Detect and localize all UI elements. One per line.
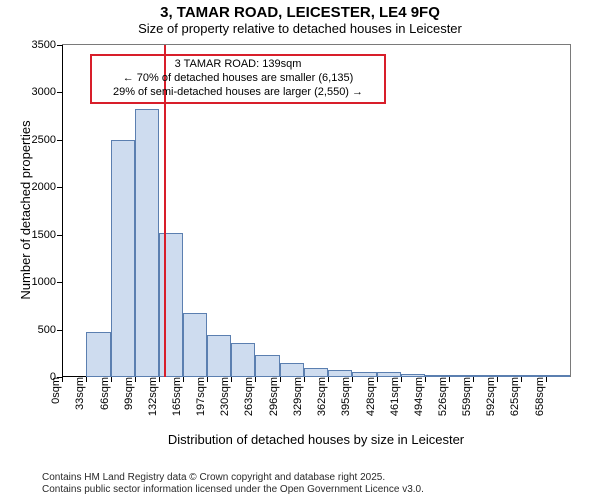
x-tick-label: 362sqm (316, 377, 328, 416)
x-tick-mark (401, 377, 402, 382)
x-tick-mark (352, 377, 353, 382)
histogram-bar (304, 368, 328, 377)
x-tick-mark (231, 377, 232, 382)
page-title: 3, TAMAR ROAD, LEICESTER, LE4 9FQ (0, 0, 600, 21)
y-tick-mark (57, 187, 62, 188)
y-axis-title: Number of detached properties (18, 120, 33, 299)
x-tick-label: 559sqm (461, 377, 473, 416)
footer-line-1: Contains HM Land Registry data © Crown c… (42, 472, 424, 484)
x-tick-label: 197sqm (195, 377, 207, 416)
x-tick-label: 395sqm (340, 377, 352, 416)
histogram-bar (231, 343, 255, 377)
x-tick-mark (255, 377, 256, 382)
x-tick-label: 658sqm (534, 377, 546, 416)
x-tick-label: 0sqm (50, 377, 62, 404)
histogram-bar (546, 375, 570, 377)
histogram-bar (207, 335, 231, 377)
x-tick-mark (497, 377, 498, 382)
x-tick-mark (473, 377, 474, 382)
chart-root: 3, TAMAR ROAD, LEICESTER, LE4 9FQ Size o… (0, 0, 600, 500)
annotation-box: 3 TAMAR ROAD: 139sqm ← 70% of detached h… (90, 54, 386, 104)
x-tick-label: 494sqm (413, 377, 425, 416)
histogram-bar (159, 233, 183, 377)
annotation-line-3: 29% of semi-detached houses are larger (… (98, 86, 378, 100)
page-subtitle: Size of property relative to detached ho… (0, 21, 600, 36)
x-tick-label: 428sqm (365, 377, 377, 416)
footer: Contains HM Land Registry data © Crown c… (42, 472, 424, 496)
histogram-bar (183, 313, 207, 378)
x-tick-label: 592sqm (485, 377, 497, 416)
x-tick-label: 296sqm (268, 377, 280, 416)
x-tick-mark (328, 377, 329, 382)
histogram-bar (86, 332, 110, 377)
histogram-bar (280, 363, 304, 377)
x-tick-mark (62, 377, 63, 382)
x-tick-mark (86, 377, 87, 382)
histogram-bar (135, 109, 159, 377)
y-tick-mark (57, 282, 62, 283)
y-tick-mark (57, 140, 62, 141)
y-tick-mark (57, 45, 62, 46)
x-tick-mark (521, 377, 522, 382)
x-tick-label: 329sqm (292, 377, 304, 416)
x-tick-label: 263sqm (243, 377, 255, 416)
x-tick-mark (425, 377, 426, 382)
histogram-bar (111, 140, 135, 377)
x-tick-label: 230sqm (219, 377, 231, 416)
histogram-bar (255, 355, 279, 377)
y-tick-mark (57, 330, 62, 331)
y-tick-mark (57, 235, 62, 236)
x-tick-mark (183, 377, 184, 382)
x-tick-label: 33sqm (74, 377, 86, 410)
x-tick-label: 66sqm (99, 377, 111, 410)
x-tick-mark (304, 377, 305, 382)
x-axis-title: Distribution of detached houses by size … (62, 432, 570, 447)
x-tick-mark (159, 377, 160, 382)
y-axis (62, 45, 63, 377)
x-tick-label: 132sqm (147, 377, 159, 416)
x-tick-label: 461sqm (389, 377, 401, 416)
annotation-line-1: 3 TAMAR ROAD: 139sqm (98, 58, 378, 72)
y-tick-mark (57, 92, 62, 93)
x-tick-label: 165sqm (171, 377, 183, 416)
footer-line-2: Contains public sector information licen… (42, 484, 424, 496)
x-tick-label: 99sqm (123, 377, 135, 410)
x-tick-label: 625sqm (509, 377, 521, 416)
histogram-bar (328, 370, 352, 377)
x-tick-label: 526sqm (437, 377, 449, 416)
annotation-line-2: ← 70% of detached houses are smaller (6,… (98, 72, 378, 86)
